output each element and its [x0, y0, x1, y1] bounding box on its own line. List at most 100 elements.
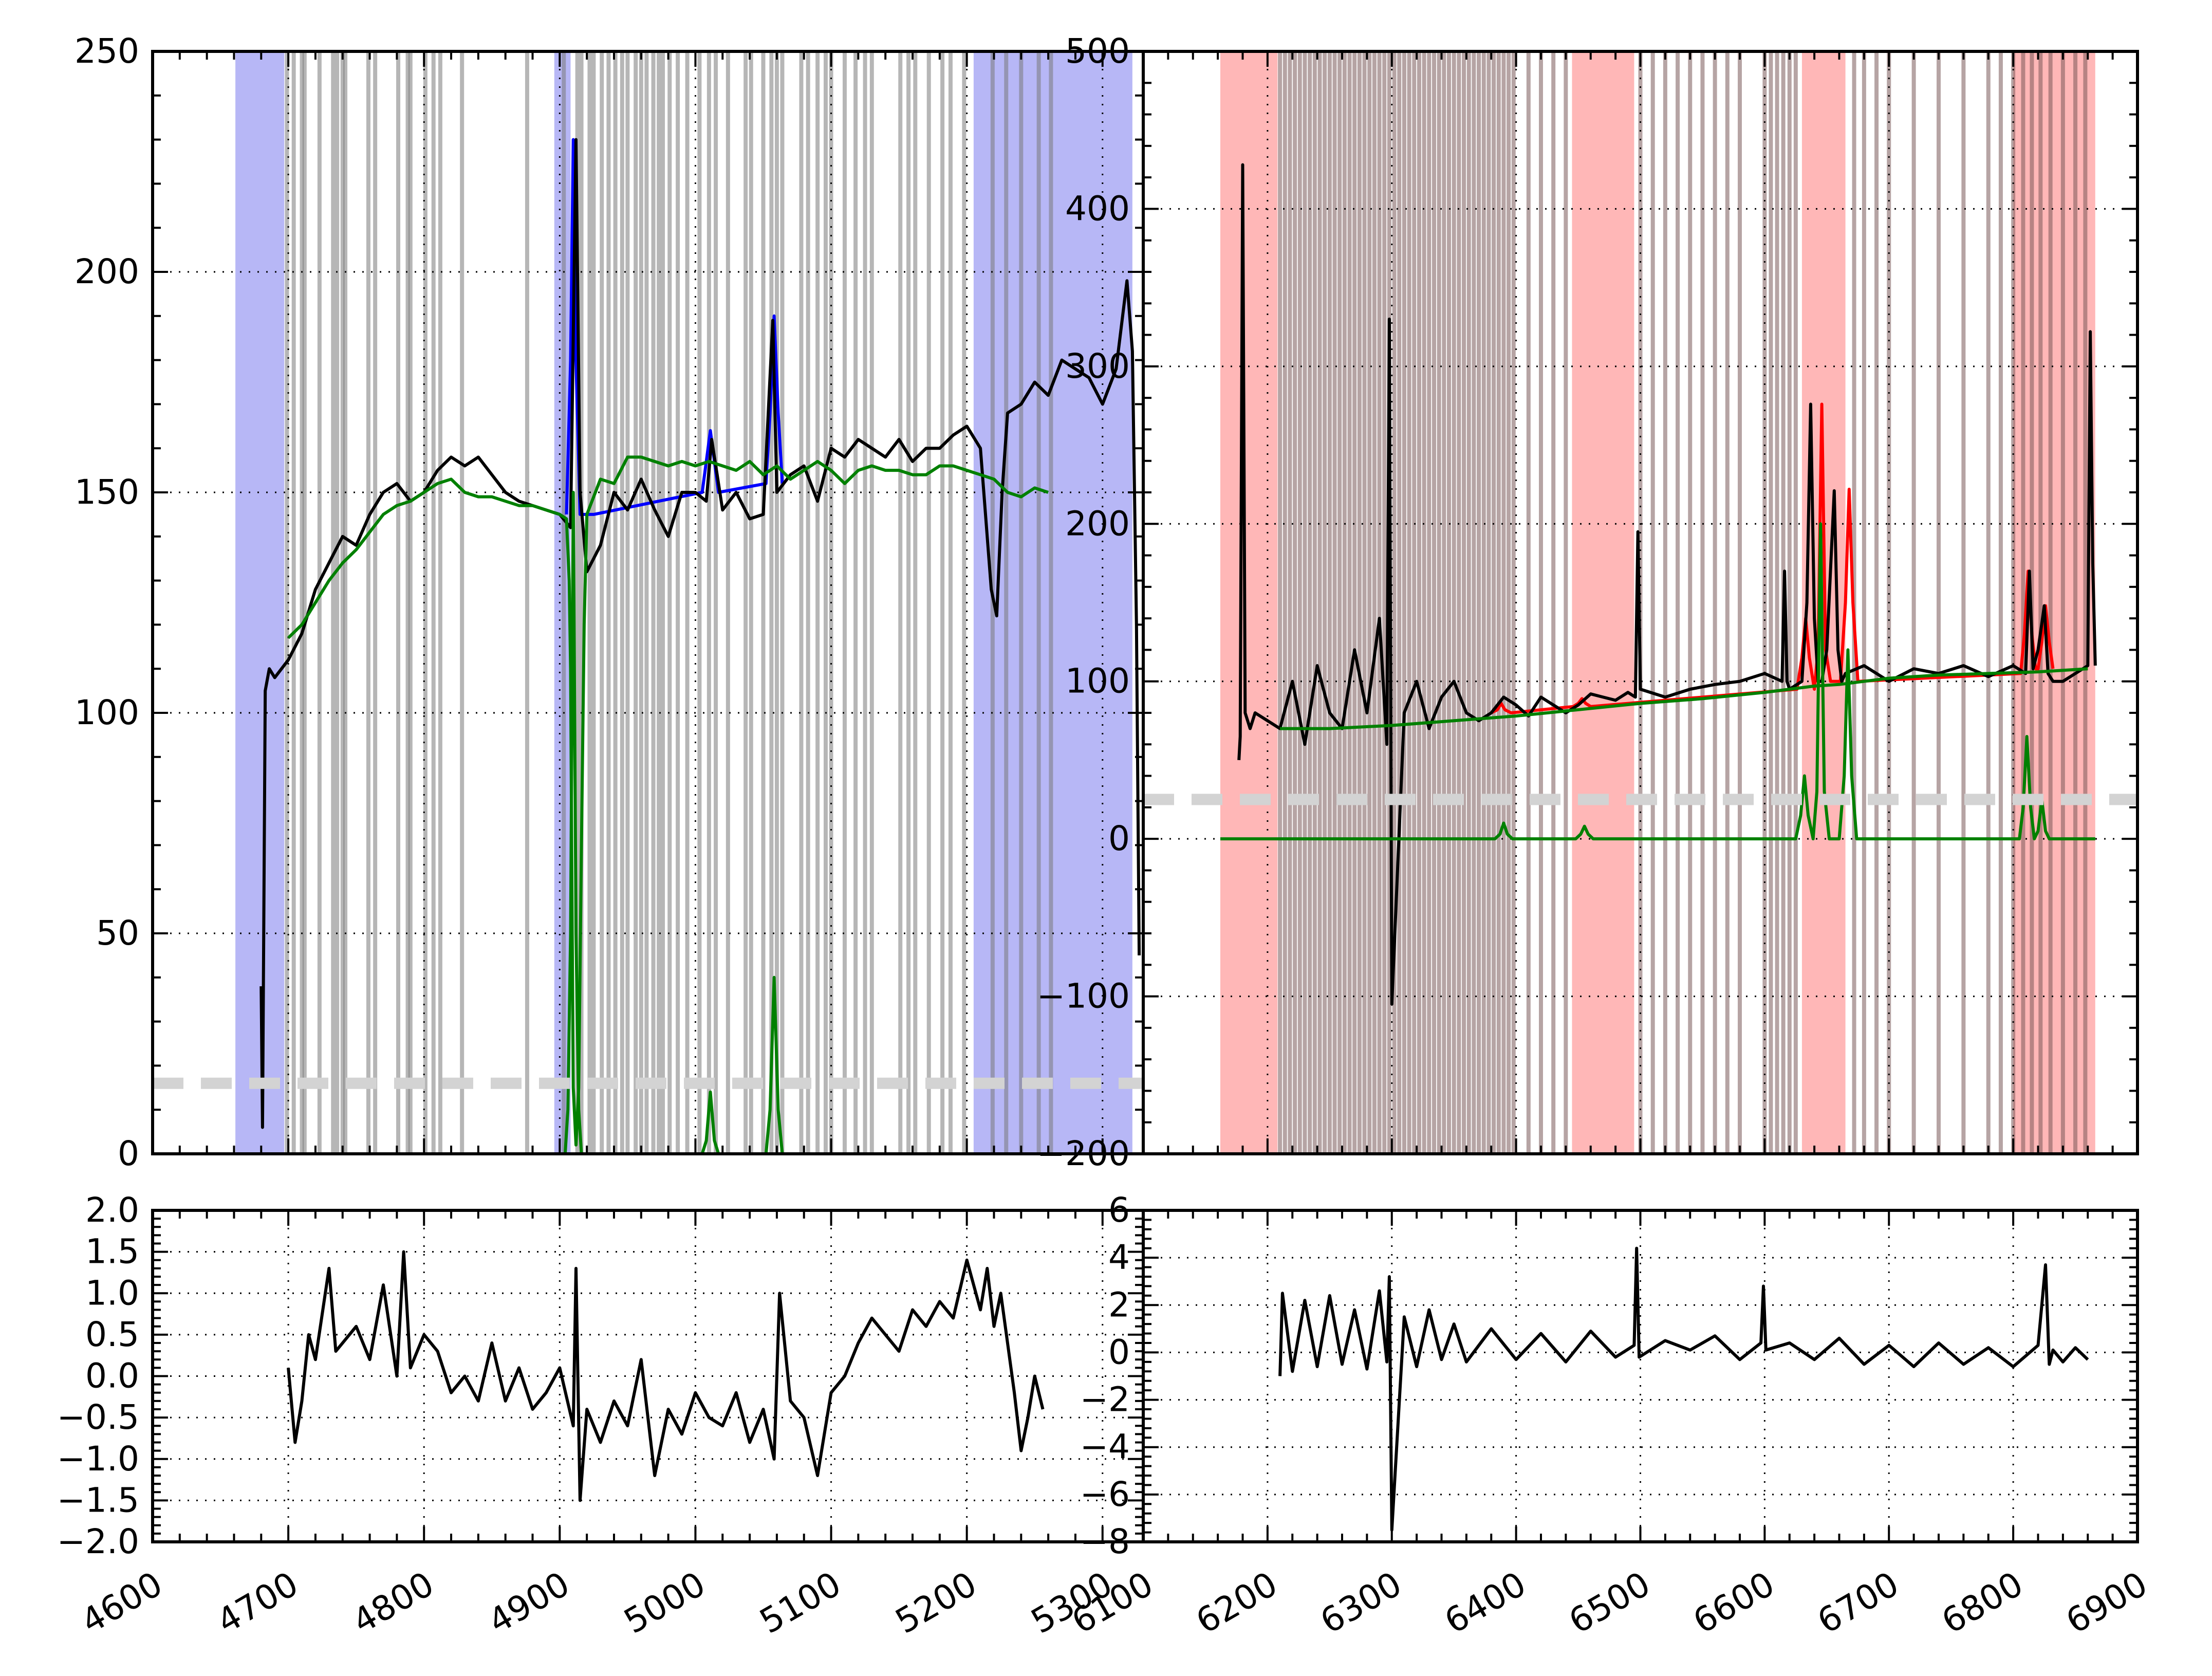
masked-line [2048, 51, 2053, 1154]
masked-line [1452, 51, 1456, 1154]
masked-line [940, 51, 945, 1154]
y-tick-label: 0.5 [85, 1315, 139, 1354]
masked-line [1402, 51, 1406, 1154]
masked-line [697, 51, 702, 1154]
masked-line [2073, 51, 2078, 1154]
masked-line [639, 51, 643, 1154]
shaded-region [235, 51, 285, 1154]
plot-area [153, 1210, 1143, 1542]
masked-line [1496, 51, 1501, 1154]
masked-line [575, 51, 580, 1154]
y-tick-label: 150 [75, 472, 139, 512]
masked-line [1539, 51, 1543, 1154]
masked-line [1986, 51, 1991, 1154]
masked-line [842, 51, 847, 1154]
y-tick-label: 200 [1065, 504, 1130, 543]
masked-line [1486, 51, 1491, 1154]
y-tick-label: 0 [1108, 819, 1130, 858]
masked-line [591, 51, 596, 1154]
masked-line [1342, 51, 1347, 1154]
plot-area [1143, 1210, 2137, 1542]
y-tick-label: −100 [1037, 977, 1130, 1016]
masked-line [1862, 51, 1866, 1154]
masked-line [1004, 51, 1009, 1154]
y-tick-label: −4 [1080, 1427, 1130, 1467]
masked-line [460, 51, 464, 1154]
masked-line [1700, 51, 1705, 1154]
masked-line [408, 51, 413, 1154]
masked-line [366, 51, 370, 1154]
y-tick-label: 6 [1108, 1190, 1130, 1230]
y-tick-label: −1.5 [57, 1480, 139, 1520]
masked-line [634, 51, 638, 1154]
masked-line [1382, 51, 1387, 1154]
y-tick-label: 2.0 [85, 1190, 139, 1230]
masked-line [1769, 51, 1773, 1154]
masked-line [799, 51, 804, 1154]
y-tick-label: 4 [1108, 1238, 1130, 1277]
y-tick-label: −6 [1080, 1475, 1130, 1514]
masked-line [1676, 51, 1680, 1154]
y-tick-label: 100 [75, 693, 139, 732]
masked-line [1312, 51, 1317, 1154]
masked-line [1472, 51, 1476, 1154]
masked-line [1437, 51, 1441, 1154]
masked-line [1650, 51, 1655, 1154]
y-tick-label: −8 [1080, 1522, 1130, 1561]
masked-line [1874, 51, 1879, 1154]
masked-line [1352, 51, 1357, 1154]
masked-line [340, 51, 345, 1154]
masked-line [1457, 51, 1461, 1154]
masked-line [1288, 51, 1292, 1154]
masked-line [1392, 51, 1397, 1154]
masked-line [707, 51, 711, 1154]
masked-line [317, 51, 322, 1154]
y-tick-label: 500 [1065, 31, 1130, 71]
masked-line [1407, 51, 1411, 1154]
masked-line [926, 51, 931, 1154]
masked-line [774, 51, 779, 1154]
masked-line [1372, 51, 1377, 1154]
masked-line [1357, 51, 1362, 1154]
masked-line [1422, 51, 1426, 1154]
masked-line [1036, 51, 1041, 1154]
masked-line [1447, 51, 1452, 1154]
masked-line [714, 51, 718, 1154]
y-tick-label: −1.0 [57, 1439, 139, 1479]
masked-line [1564, 51, 1568, 1154]
masked-line [1049, 51, 1053, 1154]
masked-line [1412, 51, 1417, 1154]
masked-line [1481, 51, 1486, 1154]
masked-line [1551, 51, 1556, 1154]
observed-spectrum-line [259, 138, 1141, 1129]
y-tick-label: 0 [1108, 1332, 1130, 1372]
masked-line [1526, 51, 1531, 1154]
masked-line [1337, 51, 1342, 1154]
masked-line [600, 51, 604, 1154]
masked-line [1663, 51, 1667, 1154]
y-tick-label: 2 [1108, 1285, 1130, 1324]
masked-line [1367, 51, 1372, 1154]
masked-line [1282, 51, 1287, 1154]
masked-line [405, 51, 410, 1154]
continuum-model-line [1280, 667, 2088, 730]
y-tick-label: 400 [1065, 189, 1130, 228]
masked-line [1397, 51, 1402, 1154]
y-tick-label: 1.5 [85, 1232, 139, 1272]
top-left-spectrum-panel: 0 50 100 150 200 250 [75, 31, 1145, 1173]
masked-line [438, 51, 442, 1154]
y-tick-label: 250 [75, 31, 139, 71]
masked-line [1961, 51, 1966, 1154]
masked-line [853, 51, 858, 1154]
masked-line [685, 51, 690, 1154]
masked-line [302, 51, 307, 1154]
masked-line [1492, 51, 1496, 1154]
observed-spectrum-line [1237, 163, 2097, 1006]
masked-line [300, 51, 304, 1154]
masked-line [291, 51, 296, 1154]
masked-line [948, 51, 953, 1154]
masked-line [285, 51, 289, 1154]
masked-line [1019, 51, 1024, 1154]
y-tick-label: 200 [75, 252, 139, 291]
masked-line [343, 51, 348, 1154]
